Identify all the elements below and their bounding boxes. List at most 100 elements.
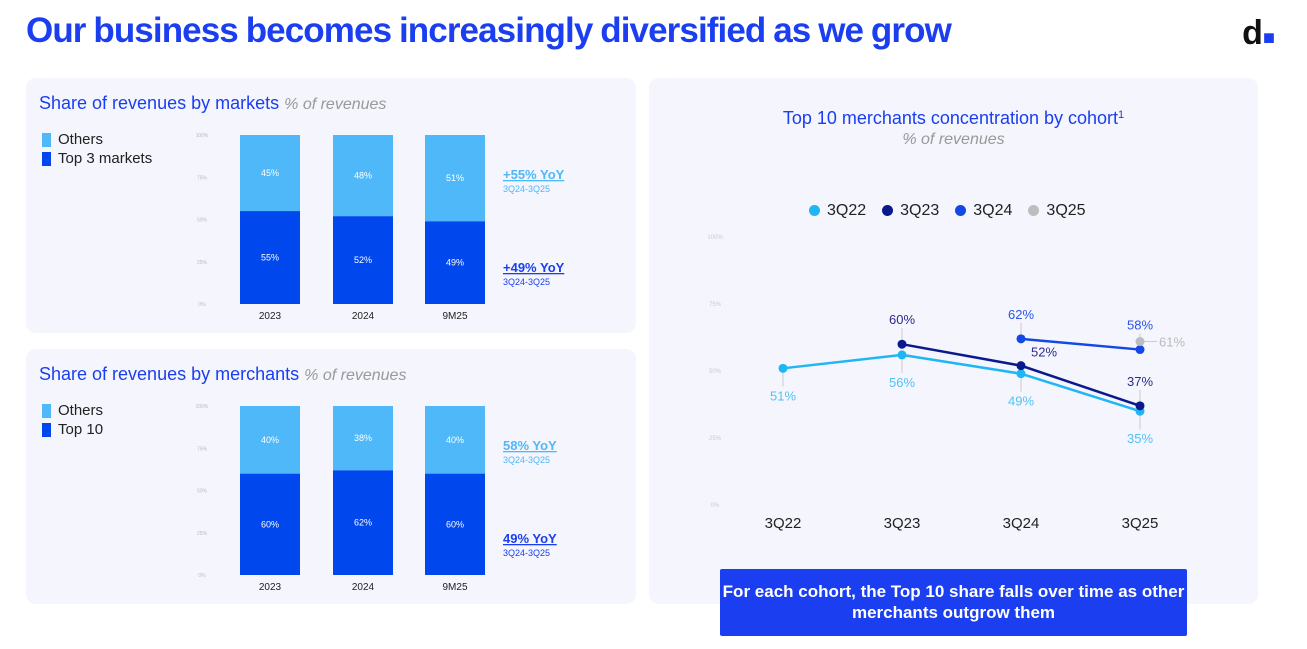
markets-bar-chart: 0% 25% 50% 75% 100% 55% 45% 2023 52% 48% 2024 49% 51… [196, 133, 565, 322]
yoy-bottom-period: 3Q24-3Q25 [503, 548, 550, 558]
bar-segment [240, 211, 300, 304]
bar-data-label: 55% [261, 253, 279, 263]
data-point [778, 363, 788, 373]
cohort-title: Top 10 merchants concentration by cohort… [782, 108, 1125, 128]
bar-segment [240, 473, 300, 575]
data-label: 35% [1127, 431, 1153, 446]
x-tick-label: 2024 [352, 582, 375, 593]
bar-segment [333, 470, 393, 575]
x-tick-label: 9M25 [442, 582, 467, 593]
bar-segment [240, 406, 300, 474]
data-label: 58% [1127, 318, 1153, 333]
legend: Others Top 10 [42, 401, 103, 439]
yoy-bottom-period: 3Q24-3Q25 [503, 277, 550, 287]
data-point [1135, 337, 1145, 347]
y-tick-label: 100% [707, 235, 723, 241]
y-tick-label: 75% [197, 175, 208, 181]
panel-title: Share of revenues by markets % of revenu… [39, 93, 387, 113]
legend-item-top10: Top 10 [42, 420, 103, 439]
markets-panel: Share of revenues by markets % of revenu… [26, 78, 636, 333]
data-point [1016, 334, 1026, 344]
cohort-subtitle: % of revenues [902, 131, 1005, 148]
data-point [1016, 361, 1026, 371]
y-tick-label: 50% [197, 489, 208, 495]
yoy-top-period: 3Q24-3Q25 [503, 184, 550, 194]
data-label: 60% [889, 312, 915, 327]
bar-data-label: 62% [354, 518, 372, 528]
y-tick-label: 0% [198, 573, 206, 579]
data-point [1135, 345, 1145, 355]
bar-data-label: 40% [261, 435, 279, 445]
y-tick-label: 25% [197, 260, 208, 266]
y-tick-label: 0% [198, 302, 206, 308]
merchants-bar-chart: 0% 25% 50% 75% 100% 60% 40% 2023 62% 38% 2024 60% 40… [196, 404, 557, 593]
bar-data-label: 60% [261, 519, 279, 529]
x-tick-label: 3Q23 [884, 515, 921, 532]
legend-item-3q22: 3Q22 [809, 202, 866, 220]
legend-item-others: Others [42, 401, 103, 420]
yoy-bottom-label: +49% YoY [503, 260, 565, 275]
bar-segment [333, 135, 393, 217]
bar-data-label: 40% [446, 435, 464, 445]
data-label: 51% [770, 388, 796, 403]
bar-data-label: 38% [354, 433, 372, 443]
bar-data-label: 52% [354, 255, 372, 265]
page-title: Our business becomes increasingly divers… [26, 11, 952, 50]
y-tick-label: 0% [711, 503, 720, 509]
y-tick-label: 75% [197, 446, 208, 452]
bar-segment [425, 221, 485, 304]
bar-segment [425, 473, 485, 575]
x-tick-label: 3Q22 [765, 515, 802, 532]
x-tick-label: 9M25 [442, 311, 467, 322]
data-point [1135, 401, 1145, 411]
bar-segment [333, 406, 393, 471]
data-label: 56% [889, 375, 915, 390]
yoy-top-label: +55% YoY [503, 167, 565, 182]
bar-data-label: 45% [261, 168, 279, 178]
x-tick-label: 3Q25 [1122, 515, 1159, 532]
bar-data-label: 48% [354, 171, 372, 181]
bar-data-label: 49% [446, 258, 464, 268]
series-line-3q24 [1020, 337, 1141, 351]
legend-item-3q24: 3Q24 [955, 202, 1012, 220]
panel-title: Share of revenues by merchants % of reve… [39, 364, 407, 384]
y-tick-label: 100% [196, 133, 209, 139]
y-tick-label: 25% [709, 436, 722, 442]
x-tick-label: 2023 [259, 582, 282, 593]
cohort-panel: Top 10 merchants concentration by cohort… [649, 78, 1258, 604]
cohort-line-chart: 0% 25% 50% 75% 100% 3Q22 3Q23 3Q24 3Q25 51% 56% 49%… [707, 235, 1185, 532]
data-point [897, 339, 907, 349]
legend-item-others: Others [42, 130, 152, 149]
x-tick-label: 2023 [259, 311, 282, 322]
bar-data-label: 51% [446, 173, 464, 183]
data-label: 37% [1127, 374, 1153, 389]
y-tick-label: 100% [196, 404, 209, 410]
merchants-panel: Share of revenues by merchants % of reve… [26, 349, 636, 604]
x-tick-label: 3Q24 [1003, 515, 1040, 532]
y-tick-label: 75% [709, 302, 722, 308]
bar-segment [240, 135, 300, 212]
y-tick-label: 25% [197, 531, 208, 537]
bar-segment [425, 406, 485, 474]
legend-item-top3: Top 3 markets [42, 149, 152, 168]
data-label: 49% [1008, 394, 1034, 409]
yoy-bottom-label: 49% YoY [503, 531, 557, 546]
bar-data-label: 60% [446, 519, 464, 529]
bar-segment [333, 216, 393, 304]
callout-box: For each cohort, the Top 10 share falls … [720, 569, 1187, 636]
legend: Others Top 3 markets [42, 130, 152, 168]
line-legend: 3Q22 3Q23 3Q24 3Q25 [809, 202, 1086, 220]
data-label: 52% [1031, 345, 1057, 360]
data-point [897, 350, 907, 360]
x-tick-label: 2024 [352, 311, 375, 322]
data-point [1016, 369, 1026, 379]
data-label: 62% [1008, 307, 1034, 322]
series-line-3q22 [782, 353, 1141, 413]
data-label: 61% [1159, 335, 1185, 350]
logo: d■ [1242, 14, 1275, 52]
y-tick-label: 50% [197, 218, 208, 224]
yoy-top-label: 58% YoY [503, 438, 557, 453]
y-tick-label: 50% [709, 369, 722, 375]
legend-item-3q23: 3Q23 [882, 202, 939, 220]
legend-item-3q25: 3Q25 [1028, 202, 1086, 220]
